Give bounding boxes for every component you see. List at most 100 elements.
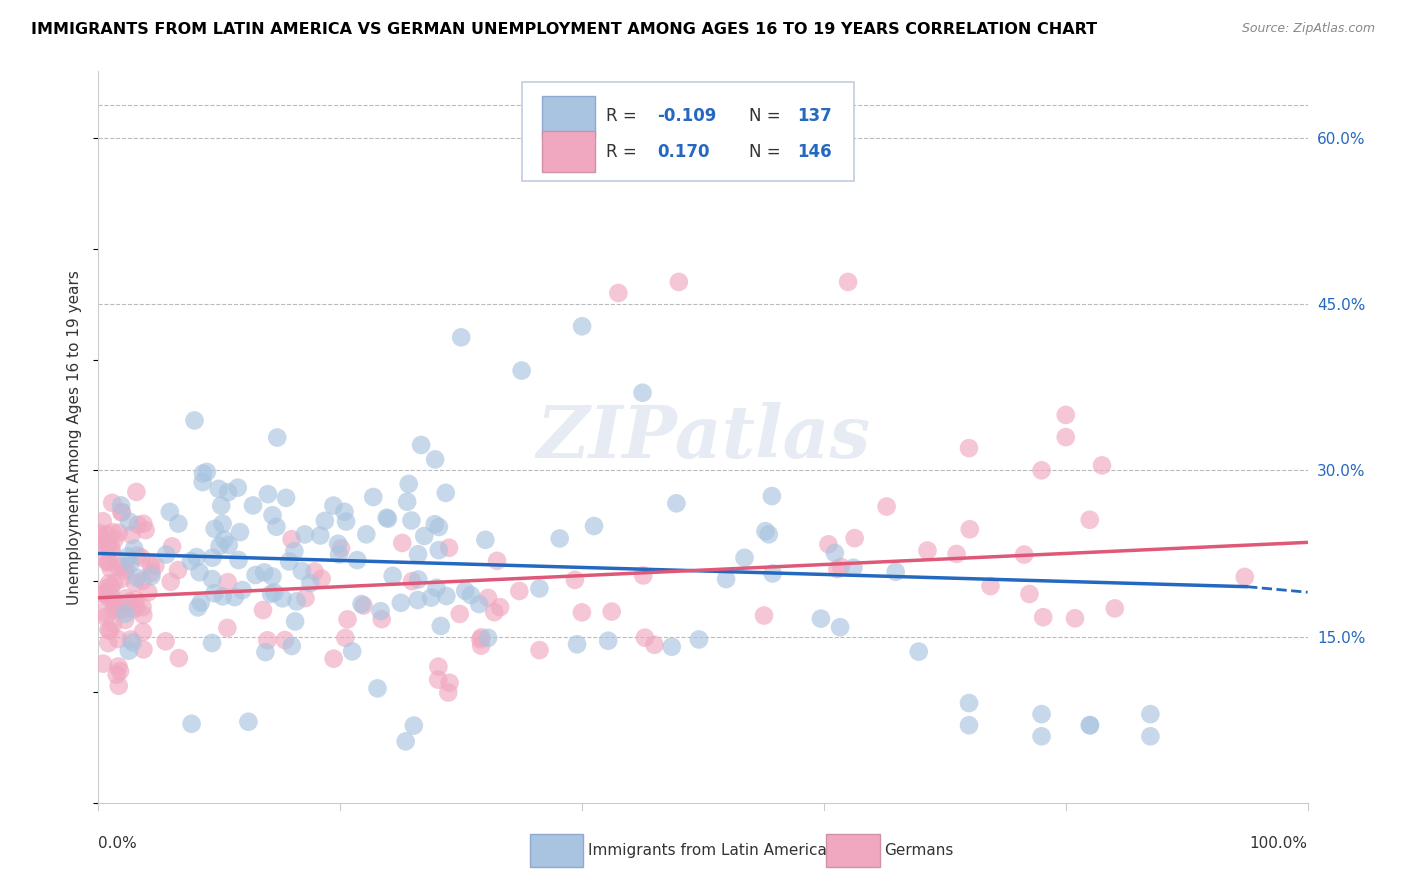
Point <box>413 529 436 543</box>
Point <box>188 566 211 580</box>
Point <box>100 544 122 558</box>
Point <box>283 544 305 558</box>
Point <box>406 593 429 607</box>
Point <box>131 599 153 614</box>
Point <box>437 541 460 555</box>
Point <box>529 643 551 657</box>
Point <box>208 539 231 553</box>
Point <box>402 718 425 732</box>
Point <box>427 659 450 673</box>
Point <box>262 569 284 583</box>
Point <box>322 651 344 665</box>
Point <box>256 633 278 648</box>
Point <box>211 590 233 604</box>
Point <box>381 568 404 582</box>
Point <box>714 572 737 586</box>
Point <box>141 566 163 580</box>
Point <box>217 575 239 590</box>
Point <box>101 593 124 607</box>
Point <box>100 541 122 555</box>
Point <box>600 605 623 619</box>
Point <box>765 109 787 123</box>
Point <box>830 560 852 574</box>
Y-axis label: Unemployment Among Ages 16 to 19 years: Unemployment Among Ages 16 to 19 years <box>67 269 83 605</box>
Point <box>474 533 496 547</box>
Point <box>127 549 149 563</box>
Point <box>510 363 533 377</box>
Point <box>94 553 117 567</box>
Point <box>423 452 446 467</box>
Point <box>377 512 399 526</box>
Point <box>111 602 134 616</box>
Point <box>571 606 593 620</box>
Point <box>211 516 233 531</box>
Point <box>271 591 294 606</box>
Text: N =: N = <box>749 107 786 125</box>
Text: 137: 137 <box>797 107 832 125</box>
Point <box>120 632 142 647</box>
Point <box>1091 458 1114 473</box>
Point <box>212 533 235 547</box>
FancyBboxPatch shape <box>522 82 855 181</box>
Point <box>201 636 224 650</box>
Point <box>260 587 283 601</box>
Point <box>114 564 136 578</box>
Point <box>122 602 145 616</box>
Text: Germans: Germans <box>884 843 953 858</box>
Point <box>262 508 284 523</box>
Point <box>291 564 314 578</box>
Point <box>159 505 181 519</box>
Point <box>957 696 980 710</box>
Point <box>371 612 394 626</box>
Point <box>1054 408 1077 422</box>
Point <box>917 543 939 558</box>
Point <box>217 485 239 500</box>
Point <box>114 607 136 621</box>
Point <box>131 550 153 565</box>
Point <box>1078 718 1101 732</box>
Point <box>120 528 142 542</box>
Point <box>411 438 433 452</box>
Point <box>548 532 571 546</box>
Point <box>395 734 418 748</box>
Point <box>884 565 907 579</box>
Point <box>340 644 363 658</box>
Point <box>201 572 224 586</box>
Point <box>132 516 155 531</box>
Point <box>122 541 145 556</box>
Point <box>98 576 121 591</box>
Point <box>754 524 776 538</box>
Point <box>634 631 657 645</box>
Point <box>668 275 690 289</box>
Point <box>1018 587 1040 601</box>
Point <box>204 522 226 536</box>
Point <box>294 591 316 606</box>
Point <box>328 548 350 562</box>
Point <box>183 413 205 427</box>
Point <box>508 584 530 599</box>
Point <box>391 536 413 550</box>
Point <box>1032 610 1054 624</box>
Point <box>204 586 226 600</box>
Point <box>427 520 450 534</box>
Point <box>257 487 280 501</box>
Text: 0.0%: 0.0% <box>98 836 138 851</box>
Point <box>1031 463 1053 477</box>
Point <box>101 496 124 510</box>
Point <box>167 516 190 531</box>
Point <box>280 533 302 547</box>
Text: 100.0%: 100.0% <box>1250 836 1308 851</box>
Point <box>124 575 146 590</box>
Point <box>571 319 593 334</box>
Point <box>107 679 129 693</box>
Point <box>449 607 471 621</box>
Point <box>336 612 359 626</box>
Text: 146: 146 <box>797 143 832 161</box>
Point <box>631 385 654 400</box>
Point <box>335 515 357 529</box>
Point <box>529 582 551 596</box>
Point <box>107 659 129 673</box>
Point <box>110 505 132 519</box>
Point <box>285 594 308 608</box>
Point <box>278 554 301 568</box>
